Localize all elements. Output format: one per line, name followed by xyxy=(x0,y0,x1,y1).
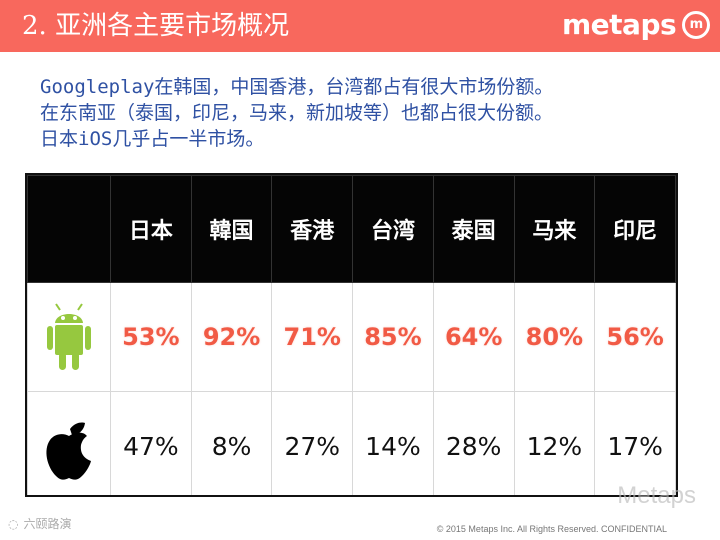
android-row: 53% 92% 71% 85% 64% 80% 56% xyxy=(27,282,676,392)
column-header: 韓国 xyxy=(190,175,273,283)
android-share-value: 53% xyxy=(110,282,192,392)
android-share-value: 64% xyxy=(432,282,515,392)
wechat-label: 六颐路演 xyxy=(23,517,72,531)
intro-line: 在东南亚（泰国，印尼，马来，新加坡等）也都占很大份额。 xyxy=(40,102,554,124)
android-platform-cell xyxy=(27,282,111,392)
column-header: 台湾 xyxy=(352,175,434,283)
market-share-table: 日本 韓国 香港 台湾 泰国 马来 印尼 xyxy=(25,173,678,497)
ios-platform-cell xyxy=(27,391,111,495)
ios-share-value: 47% xyxy=(110,391,192,495)
column-header: 马来 xyxy=(513,175,596,283)
header-corner xyxy=(27,175,111,283)
logo-text: metaps xyxy=(562,8,677,41)
logo-mark: m xyxy=(682,11,711,39)
ios-row: 47% 8% 27% 14% 28% 12% 17% xyxy=(27,391,676,495)
android-share-value: 80% xyxy=(513,282,596,392)
metaps-logo: metaps m xyxy=(562,8,711,42)
android-icon xyxy=(47,303,91,370)
apple-icon xyxy=(46,422,91,480)
intro-text: Googleplay在韩国，中国香港，台湾都占有很大市场份额。 在东南亚（泰国，… xyxy=(40,74,700,152)
wechat-watermark: ◌ 六颐路演 xyxy=(8,515,72,532)
android-share-value: 71% xyxy=(271,282,354,392)
column-header: 香港 xyxy=(271,175,354,283)
header-row: 日本 韓国 香港 台湾 泰国 马来 印尼 xyxy=(27,175,676,283)
ios-share-value: 27% xyxy=(271,391,354,495)
intro-line: Googleplay在韩国，中国香港，台湾都占有很大市场份额。 xyxy=(40,76,554,98)
column-header: 日本 xyxy=(110,175,192,283)
metaps-watermark: Metaps xyxy=(617,482,696,509)
ios-share-value: 17% xyxy=(594,391,676,495)
slide-header: 2. 亚洲各主要市场概况 metaps m xyxy=(0,0,720,52)
ios-share-value: 12% xyxy=(513,391,596,495)
android-share-value: 56% xyxy=(594,282,676,392)
copyright-text: © 2015 Metaps Inc. All Rights Reserved. … xyxy=(436,524,667,534)
column-header: 印尼 xyxy=(594,175,676,283)
android-share-value: 92% xyxy=(190,282,273,392)
slide-title: 2. 亚洲各主要市场概况 xyxy=(22,11,290,41)
market-table: 日本 韓国 香港 台湾 泰国 马来 印尼 xyxy=(27,175,676,495)
column-header: 泰国 xyxy=(432,175,515,283)
wechat-icon: ◌ xyxy=(8,516,19,531)
android-share-value: 85% xyxy=(352,282,434,392)
intro-line: 日本iOS几乎占一半市场。 xyxy=(40,128,265,150)
ios-share-value: 28% xyxy=(432,391,515,495)
ios-share-value: 8% xyxy=(190,391,273,495)
ios-share-value: 14% xyxy=(352,391,434,495)
